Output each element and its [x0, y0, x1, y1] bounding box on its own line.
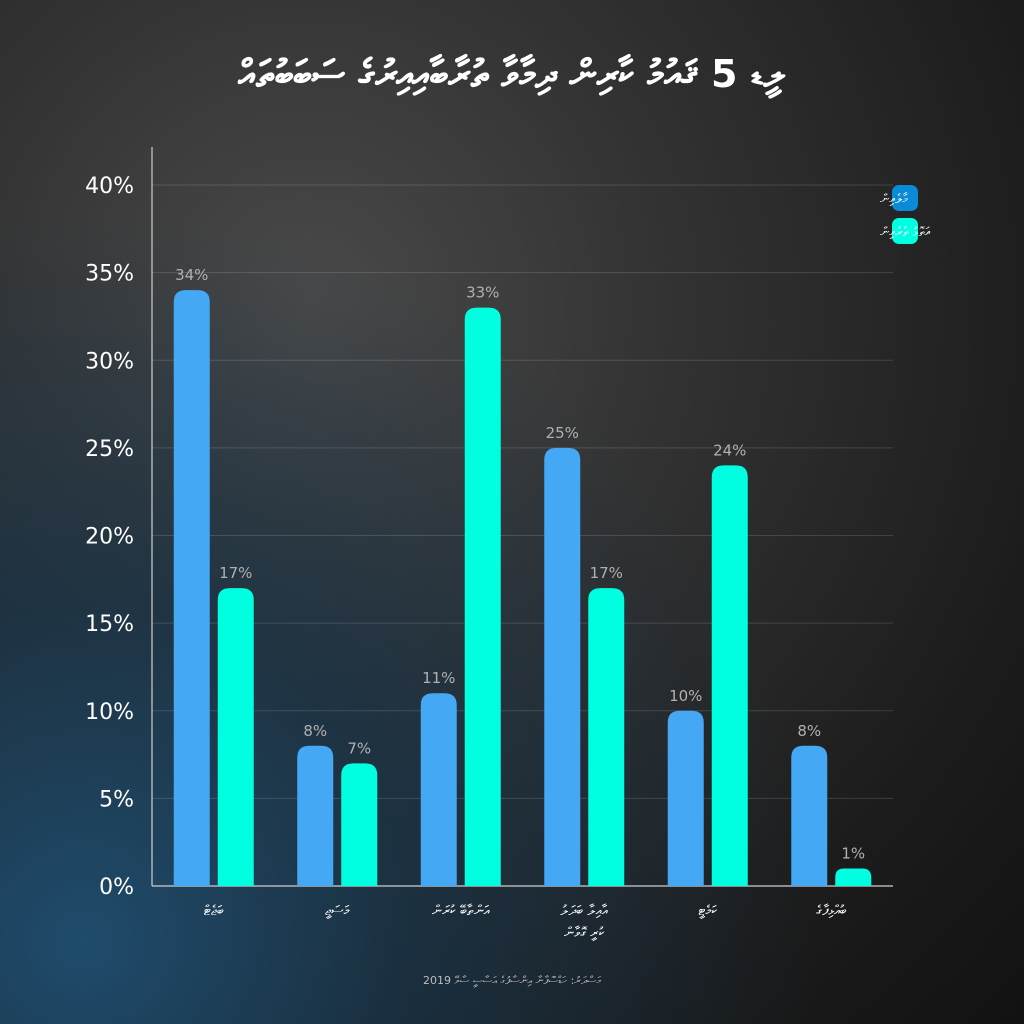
legend: މާލެއިން އަތޮޅު ތެރެއިން [880, 185, 931, 244]
bar [297, 745, 334, 886]
bar [835, 868, 872, 886]
x-category-label: މަސަޖީ [325, 903, 350, 919]
bar [420, 693, 457, 886]
labels: 0% 5% 10% 15% 20% 25% 30% 35% 40% 34% 17% ބަޖެޓް 8% 7… [85, 174, 865, 941]
source-note: މަސްދަރު: ހަޑްސޮފާނާ އިންސާފުގެ އަސާސީ ސ… [422, 974, 602, 987]
x-category-label: ކަމެޓީ [698, 903, 717, 919]
data-label: 8% [303, 722, 327, 740]
bar [588, 588, 625, 886]
x-category-label: ބަޖެޓް [204, 903, 224, 919]
x-category-label: ބުއްޅިފާގެ [816, 903, 847, 919]
data-label: 8% [797, 722, 821, 740]
bars [173, 290, 872, 886]
bar [711, 465, 748, 886]
bar [667, 710, 704, 886]
chart-title: ލީޑ 5 ޤައުމު ކާރިން ދިމާވާ ތުރާބާއިއިރުގ… [238, 52, 786, 96]
y-tick-label: 25% [85, 437, 134, 462]
y-tick-label: 20% [85, 525, 134, 550]
data-label: 17% [219, 564, 252, 582]
data-label: 1% [841, 844, 865, 862]
y-tick-label: 40% [85, 174, 134, 199]
bar [217, 588, 254, 886]
y-tick-label: 5% [99, 787, 134, 812]
data-label: 24% [713, 441, 746, 459]
y-tick-label: 35% [85, 262, 134, 287]
axes [151, 147, 893, 887]
data-label: 25% [546, 424, 579, 442]
y-tick-label: 0% [99, 875, 134, 900]
data-label: 33% [466, 284, 499, 302]
x-category-label: ކުރީ ގޮވާން [564, 925, 605, 941]
x-category-label: އަންތާބޭ ކުރަން [432, 903, 491, 919]
legend-label: މާލެއިން [880, 192, 909, 207]
data-label: 34% [175, 266, 208, 284]
bar [464, 307, 501, 886]
y-tick-label: 15% [85, 612, 134, 637]
y-tick-label: 10% [85, 700, 134, 725]
grid-lines [152, 184, 893, 799]
bar [791, 745, 828, 886]
legend-swatch [892, 185, 918, 211]
data-label: 11% [422, 669, 455, 687]
y-tick-label: 30% [85, 349, 134, 374]
bar [173, 290, 210, 886]
data-label: 7% [347, 739, 371, 757]
bar [341, 763, 378, 886]
legend-swatch [892, 218, 918, 244]
bar [544, 447, 581, 886]
legend-label: އަތޮޅު ތެރެއިން [880, 225, 931, 240]
data-label: 17% [590, 564, 623, 582]
data-label: 10% [669, 687, 702, 705]
x-category-label: އާއިލާ ބަދަލު [560, 903, 608, 919]
